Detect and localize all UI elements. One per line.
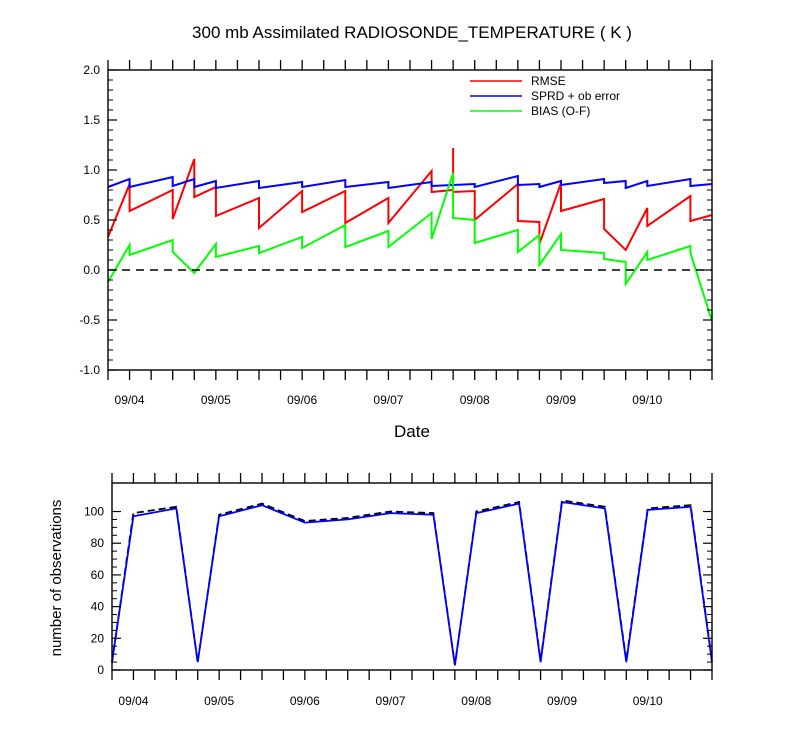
x-tick-label: 09/04 xyxy=(118,694,148,708)
legend-label-sprd: SPRD + ob error xyxy=(531,89,620,103)
rmse-spread-bias-panel: 300 mb Assimilated RADIOSONDE_TEMPERATUR… xyxy=(79,23,713,441)
series-line-assimilated xyxy=(111,500,713,666)
bottom-x-tick-labels: 09/04 09/05 09/06 09/07 09/08 09/09 09/10 xyxy=(118,694,663,708)
x-tick-label: 09/10 xyxy=(632,393,662,407)
x-tick-label: 09/08 xyxy=(461,694,491,708)
y-tick-label: 100 xyxy=(84,505,104,519)
y-tick-label: -1.0 xyxy=(79,363,100,377)
series-line-rmse xyxy=(107,148,713,252)
top-series-group xyxy=(107,148,713,322)
y-tick-label: 60 xyxy=(91,568,105,582)
x-axis-title: Date xyxy=(394,422,430,441)
legend-label-rmse: RMSE xyxy=(531,74,566,88)
top-y-tick-labels: -1.0 -0.5 0.0 0.5 1.0 1.5 2.0 xyxy=(79,63,100,377)
series-line-sprd-ob-error xyxy=(107,174,713,190)
y-tick-label: 0 xyxy=(97,663,104,677)
plot-frame xyxy=(111,482,713,671)
x-tick-label: 09/09 xyxy=(547,694,577,708)
top-axes xyxy=(107,60,713,380)
y-tick-label: 80 xyxy=(91,536,105,550)
y-tick-label: -0.5 xyxy=(79,313,100,327)
bottom-y-tick-labels: 0 20 40 60 80 100 xyxy=(84,505,104,677)
chart-title: 300 mb Assimilated RADIOSONDE_TEMPERATUR… xyxy=(192,23,632,42)
top-x-tick-labels: 09/04 09/05 09/06 09/07 09/08 09/09 09/10 xyxy=(115,393,663,407)
series-line-possible xyxy=(111,499,713,666)
y-tick-label: 20 xyxy=(91,631,105,645)
y-tick-label: 2.0 xyxy=(83,63,100,77)
x-tick-label: 09/06 xyxy=(287,393,317,407)
y-tick-label: 0.0 xyxy=(83,263,100,277)
x-tick-label: 09/05 xyxy=(201,393,231,407)
x-tick-label: 09/05 xyxy=(204,694,234,708)
legend: RMSE SPRD + ob error BIAS (O-F) xyxy=(470,74,620,118)
x-tick-label: 09/07 xyxy=(373,393,403,407)
y-axis-title: number of observations xyxy=(48,500,65,657)
x-tick-label: 09/07 xyxy=(376,694,406,708)
x-tick-label: 09/06 xyxy=(290,694,320,708)
y-tick-label: 0.5 xyxy=(83,213,100,227)
x-tick-label: 09/09 xyxy=(546,393,576,407)
legend-label-bias: BIAS (O-F) xyxy=(531,104,590,118)
x-tick-label: 09/10 xyxy=(633,694,663,708)
y-tick-label: 1.5 xyxy=(83,113,100,127)
series-line-bias-o-f xyxy=(107,172,713,322)
y-tick-label: 1.0 xyxy=(83,163,100,177)
x-tick-label: 09/08 xyxy=(460,393,490,407)
y-tick-label: 40 xyxy=(91,600,105,614)
x-tick-label: 09/04 xyxy=(115,393,145,407)
plot-frame xyxy=(107,69,713,371)
bottom-series-group xyxy=(111,499,713,666)
bottom-axes xyxy=(111,473,713,680)
